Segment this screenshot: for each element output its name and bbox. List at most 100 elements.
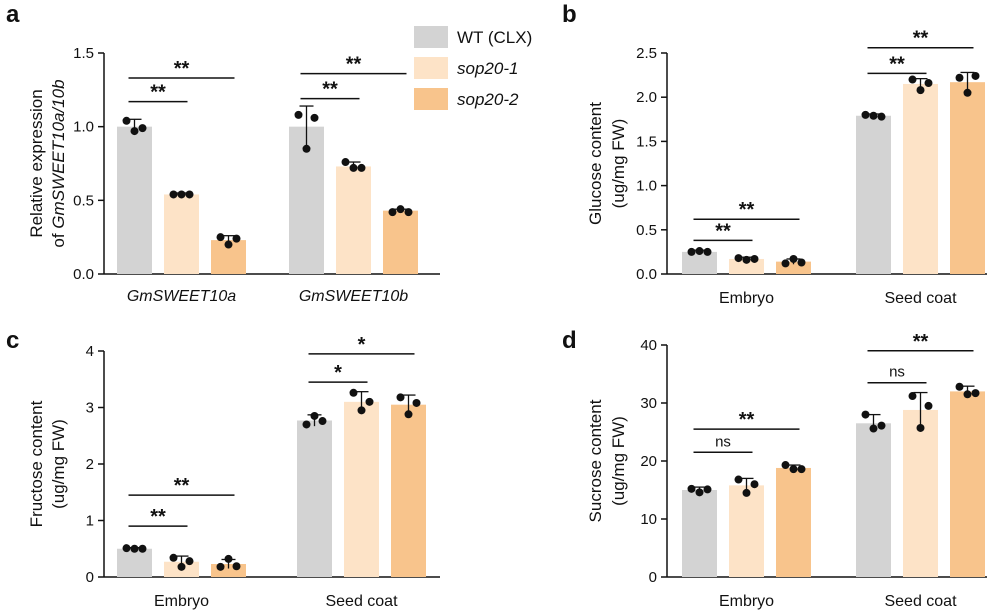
data-point [185, 557, 194, 566]
y-tick-label: 0 [86, 569, 94, 586]
category-label-0: GmSWEET10a [127, 288, 236, 305]
data-point [404, 208, 413, 217]
data-point [318, 417, 327, 426]
data-point [877, 112, 886, 121]
data-point [971, 389, 980, 398]
data-point [138, 544, 147, 553]
bar-wt-1 [297, 420, 332, 577]
bar-sop20-1-0 [729, 485, 764, 577]
y-axis-label-prefix: of [49, 229, 68, 248]
data-point [734, 475, 743, 484]
data-point [971, 71, 980, 80]
y-tick-label: 2.5 [636, 45, 657, 62]
bar-sop20-2-1 [383, 210, 418, 274]
panel-c-chart: 0 1 2 3 4 Fructose content (ug/mg FW) Embryo See… [27, 334, 440, 610]
category-label-1: Seed coat [884, 290, 957, 307]
data-point [302, 144, 311, 153]
panel-letter-b: b [562, 1, 577, 28]
significance-label: ** [913, 28, 929, 50]
y-tick-label: 0.5 [73, 192, 94, 209]
significance-label: ** [322, 79, 338, 101]
data-point [122, 116, 131, 125]
y-axis-label-gene: GmSWEET10a/10b [49, 79, 68, 228]
data-point [955, 73, 964, 82]
data-point [703, 485, 712, 494]
y-tick-label: 0.0 [636, 266, 657, 283]
significance-label: ** [150, 506, 166, 528]
data-point [908, 75, 917, 84]
data-point [916, 423, 925, 432]
data-point [224, 554, 233, 563]
data-point [310, 411, 319, 420]
data-point [177, 190, 186, 199]
significance-label: ns [715, 433, 731, 450]
bar-wt-0 [117, 548, 152, 577]
data-point [388, 208, 397, 217]
data-point [302, 420, 311, 429]
y-tick-label: 1.5 [73, 45, 94, 62]
bar-sop20-1-1 [903, 409, 938, 577]
panel-letter-c: c [6, 327, 19, 354]
bar-sop20-2-1 [391, 404, 426, 577]
data-point [232, 234, 241, 243]
legend-swatch-sop20-2 [414, 88, 448, 110]
y-tick-label: 40 [640, 337, 657, 354]
significance-label: * [358, 334, 366, 356]
data-point [177, 562, 186, 571]
panel-b-chart: 0.0 0.5 1.0 1.5 2.0 2.5 Glucose content (ug/mg … [586, 28, 987, 307]
data-point [742, 255, 751, 264]
y-tick-label: 3 [86, 400, 94, 417]
data-point [861, 110, 870, 119]
data-point [224, 240, 233, 249]
y-axis-label-line2: (ug/mg FW) [609, 416, 628, 506]
data-point [695, 488, 704, 497]
data-point [750, 480, 759, 489]
data-point [138, 124, 147, 133]
y-axis-label-line1: Glucose content [586, 102, 605, 225]
significance-label: ** [739, 409, 755, 431]
panel-letter-a: a [6, 1, 20, 28]
data-point [877, 421, 886, 430]
category-label-0: Embryo [719, 290, 774, 307]
data-point [924, 401, 933, 410]
data-point [357, 163, 366, 172]
data-point [130, 127, 139, 136]
data-point [695, 247, 704, 256]
legend: WT (CLX) sop20-1 sop20-2 [414, 26, 532, 110]
data-point [869, 111, 878, 120]
data-point [924, 79, 933, 88]
data-point [916, 86, 925, 95]
data-point [341, 158, 350, 167]
data-point [130, 544, 139, 553]
significance-label: ** [913, 331, 929, 353]
data-point [963, 88, 972, 97]
data-point [412, 398, 421, 407]
data-point [232, 562, 241, 571]
bar-sop20-1-0 [164, 194, 199, 274]
bar-sop20-2-1 [950, 391, 985, 577]
data-point [185, 190, 194, 199]
legend-label-sop20-2: sop20-2 [457, 90, 519, 109]
bar-sop20-1-1 [336, 166, 371, 274]
data-point [963, 390, 972, 399]
bar-wt-0 [682, 490, 717, 577]
y-tick-label: 0.0 [73, 266, 94, 283]
data-point [122, 544, 131, 553]
bar-sop20-2-0 [776, 467, 811, 577]
significance-label: * [334, 362, 342, 384]
significance-label: ** [889, 53, 905, 75]
category-label-0: Embryo [719, 593, 774, 610]
y-tick-label: 2.0 [636, 89, 657, 106]
y-axis-label-line1: Relative expression [27, 89, 46, 237]
category-label-0: Embryo [154, 593, 209, 610]
y-tick-label: 4 [86, 343, 94, 360]
y-tick-label: 10 [640, 511, 657, 528]
y-tick-label: 20 [640, 453, 657, 470]
bar-wt-1 [856, 115, 891, 274]
data-point [861, 410, 870, 419]
bar-sop20-1-1 [344, 401, 379, 577]
data-point [349, 163, 358, 172]
data-point [349, 388, 358, 397]
